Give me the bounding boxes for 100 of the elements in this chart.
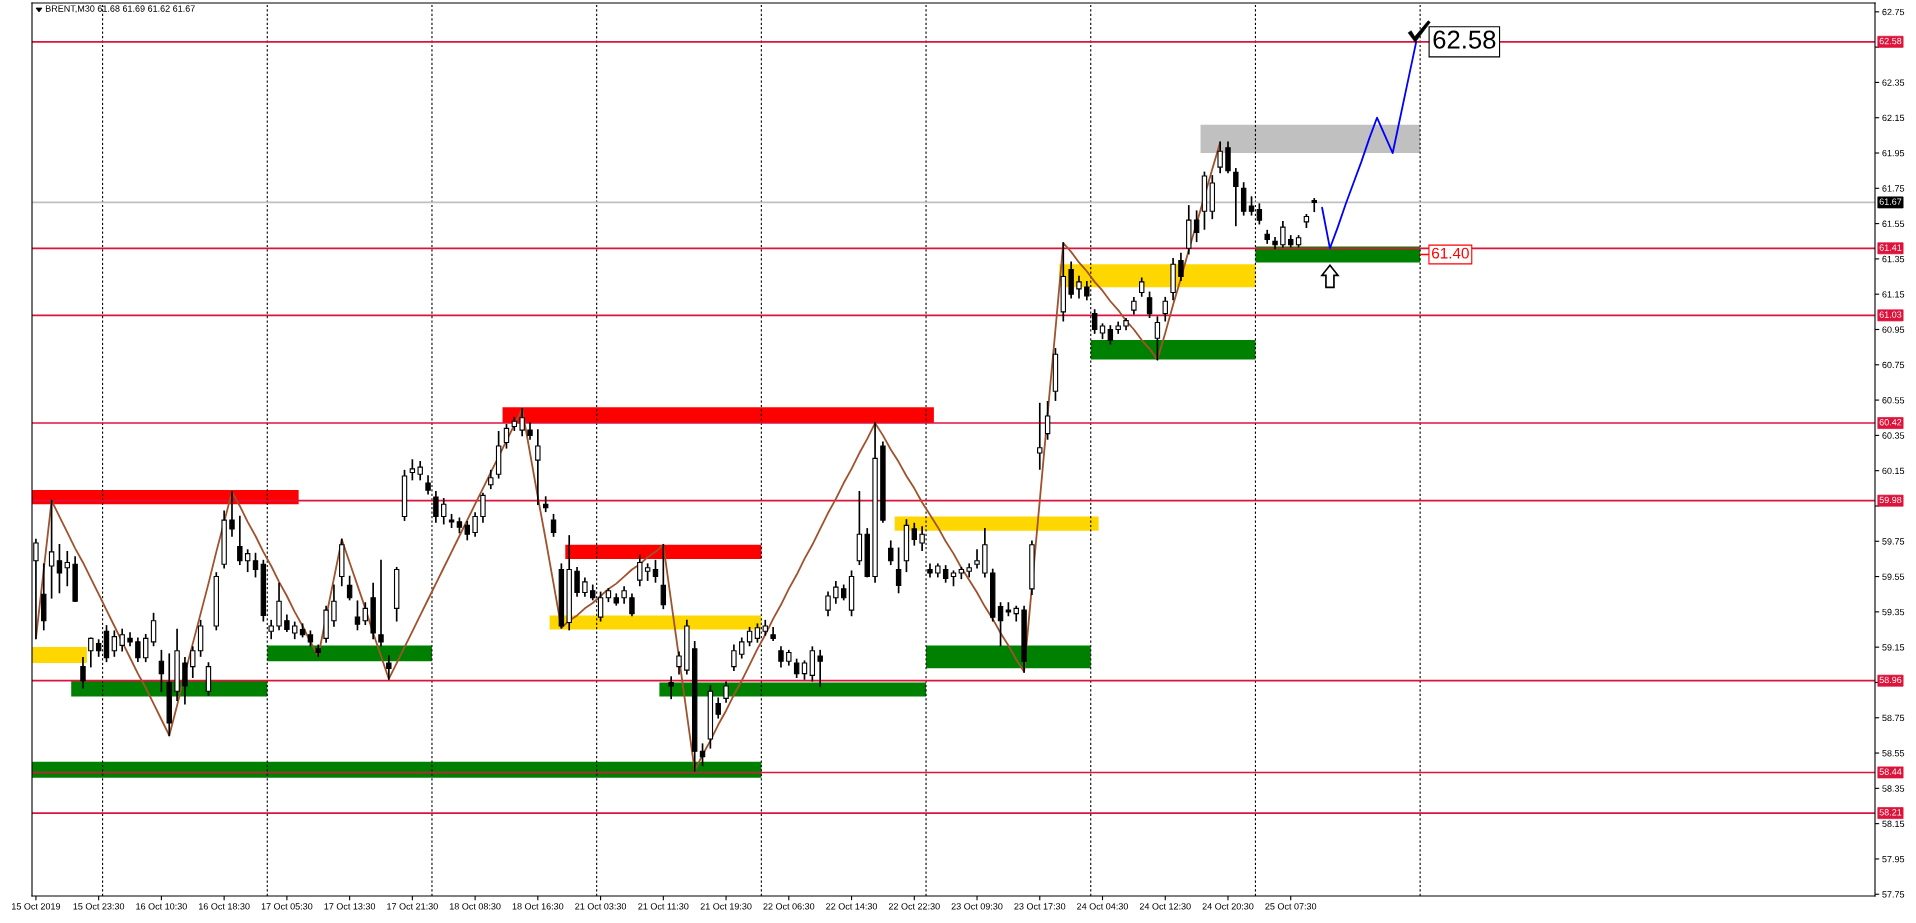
ref-line-label: 61.67 (1879, 198, 1902, 205)
candlestick (676, 651, 682, 675)
candlestick (409, 459, 416, 481)
candlestick (1076, 275, 1082, 299)
y-tick-label: 61.95 (1882, 149, 1905, 157)
candlestick (362, 602, 369, 626)
candlestick (574, 566, 580, 597)
candlestick (550, 513, 557, 537)
y-tick-label: 61.35 (1882, 255, 1905, 263)
y-tick-label: 58.35 (1882, 785, 1905, 792)
candlestick (182, 656, 188, 705)
candlestick (1240, 182, 1247, 216)
candlestick (1311, 198, 1317, 213)
y-tick-label: 59.35 (1882, 608, 1905, 616)
candlestick (652, 559, 659, 583)
candlestick (723, 681, 729, 703)
x-tick-label: 22 Oct 22:30 (888, 903, 940, 910)
candlestick (974, 549, 980, 569)
ref-line-label: 61.41 (1879, 244, 1902, 251)
x-tick-label: 17 Oct 21:30 (387, 903, 438, 910)
candlestick (895, 547, 902, 594)
x-tick-label: 23 Oct 17:30 (1014, 903, 1066, 910)
candlestick (1280, 221, 1286, 248)
x-tick-label: 16 Oct 10:30 (136, 903, 187, 910)
candlestick (441, 498, 447, 525)
candlestick (817, 649, 823, 687)
candlestick (503, 423, 510, 449)
y-tick-label: 62.75 (1882, 8, 1905, 16)
candlestick (111, 630, 118, 657)
candlestick (64, 551, 71, 587)
y-tick-label: 57.95 (1882, 855, 1905, 863)
candlestick (80, 656, 86, 689)
x-tick-label: 18 Oct 16:30 (512, 903, 564, 910)
candlestick (143, 633, 149, 663)
y-tick-label: 61.15 (1882, 291, 1905, 298)
candlestick (535, 429, 541, 506)
x-tick-label: 24 Oct 12:30 (1139, 903, 1191, 910)
x-tick-label: 25 Oct 07:30 (1265, 903, 1317, 910)
candlestick (1146, 291, 1153, 318)
x-tick-label: 24 Oct 04:30 (1077, 903, 1128, 910)
candlestick (660, 543, 667, 610)
x-tick-label: 21 Oct 19:30 (700, 903, 752, 910)
candlestick (354, 600, 361, 631)
candlestick (244, 549, 251, 573)
candlestick (1178, 252, 1184, 281)
ref-line-label: 61.03 (1879, 311, 1902, 318)
candlestick (480, 492, 486, 523)
candlestick (1193, 210, 1200, 243)
candlestick (715, 697, 721, 719)
candlestick (637, 554, 643, 587)
y-tick-label: 58.75 (1882, 714, 1905, 722)
y-tick-label: 60.55 (1882, 397, 1905, 404)
x-tick-label: 17 Oct 05:30 (261, 903, 313, 910)
candlestick (158, 649, 165, 693)
y-tick-label: 62.35 (1882, 79, 1905, 86)
candlestick (778, 646, 784, 668)
candlestick (1217, 141, 1223, 174)
candlestick (1233, 168, 1239, 227)
candlestick (1037, 402, 1043, 470)
candlestick (1044, 401, 1051, 440)
candlestick (386, 655, 392, 680)
candlestick (252, 552, 259, 578)
ref-line-label: 58.96 (1879, 676, 1902, 684)
candlestick (519, 408, 525, 437)
y-tick-label: 57.75 (1882, 891, 1905, 898)
band-label: 61.40 (1432, 247, 1469, 259)
ref-line-label: 59.98 (1879, 496, 1902, 504)
candlestick (1162, 296, 1168, 322)
x-tick-label: 24 Oct 20:30 (1202, 903, 1254, 910)
ref-line-label: 62.58 (1879, 37, 1902, 45)
candlestick (135, 637, 141, 663)
candlestick (1225, 141, 1231, 174)
candlestick (739, 637, 745, 659)
candlestick (88, 637, 94, 668)
ref-line-label: 58.21 (1879, 809, 1902, 816)
candlestick (911, 522, 917, 546)
candlestick (629, 593, 635, 617)
y-tick-label: 58.15 (1882, 820, 1905, 827)
y-tick-label: 59.15 (1882, 644, 1905, 651)
candlestick (190, 646, 196, 678)
x-tick-label: 22 Oct 06:30 (763, 903, 815, 910)
y-tick-label: 62.15 (1882, 114, 1905, 122)
x-tick-label: 17 Oct 13:30 (324, 903, 376, 910)
candlestick (150, 612, 157, 647)
candlestick (1154, 316, 1161, 361)
candlestick (119, 628, 125, 652)
x-tick-label: 23 Oct 09:30 (951, 903, 1003, 910)
y-tick-label: 61.55 (1882, 220, 1905, 227)
y-tick-label: 60.75 (1882, 361, 1905, 369)
y-tick-label: 60.95 (1882, 326, 1905, 333)
candlestick (331, 584, 337, 627)
candlestick (731, 644, 737, 671)
y-tick-label: 58.55 (1882, 750, 1905, 757)
x-tick-label: 16 Oct 18:30 (198, 903, 250, 910)
x-tick-label: 15 Oct 23:30 (73, 903, 125, 910)
x-tick-label: 22 Oct 14:30 (826, 903, 878, 910)
candlestick (825, 591, 831, 617)
candlestick (668, 676, 674, 700)
y-tick-label: 59.75 (1882, 538, 1905, 545)
candlestick (997, 602, 1004, 647)
